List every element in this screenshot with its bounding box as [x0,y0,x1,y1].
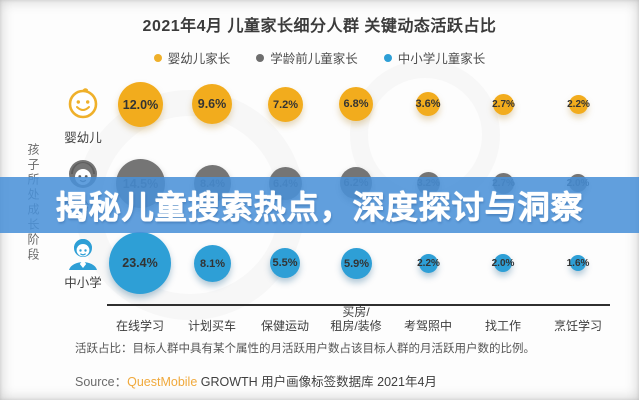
source-line: Source：QuestMobile GROWTH 用户画像标签数据库 2021… [75,371,437,390]
category-plan-buy-car: 计划买车 [187,318,236,333]
bubble-r0-c4: 3.6% [415,92,441,116]
overlay-banner-text: 揭秘儿童搜索热点，深度探讨与洞察 [55,189,584,225]
legend-item-student: 中小学儿童家长 [383,48,486,67]
bubble-r2-c2: 5.5% [270,248,300,278]
legend-dot-gray [256,53,265,62]
category-health-sports: 保健运动 [260,318,309,333]
legend-dot-blue [383,53,392,62]
row-label-student: 中小学 [64,276,102,290]
page-title: 2021年4月 儿童家长细分人群 关键动态活跃占比 [142,18,497,35]
footnote: 活跃占比：目标人群中具有某个属性的月活跃用户数占该目标人群的月活跃用户数的比例。 [75,343,535,355]
category-cooking: 烹饪学习 [553,318,602,333]
bubble-r2-c6: 1.6% [567,255,589,271]
bubble-r0-c2: 7.2% [268,87,303,122]
legend: 婴幼儿家长 学龄前儿童家长 中小学儿童家长 [0,48,639,67]
baby-icon [68,88,98,119]
category-online-learning: 在线学习 [115,318,164,333]
legend-item-infant: 婴幼儿家长 [153,48,231,67]
bubble-r0-c1: 9.6% [192,84,232,124]
student-icon [69,239,97,270]
bubble-r0-c5: 2.7% [492,94,515,115]
bubble-r0-c6: 2.2% [567,95,590,114]
category-housing: 买房/ 租房/装修 [330,305,382,333]
bubble-r0-c0: 12.0% [118,82,163,127]
bubble-r0-c3: 6.8% [339,87,373,121]
overlay-banner: 揭秘儿童搜索热点，深度探讨与洞察 [0,177,639,233]
category-axis-line [107,304,610,306]
legend-dot-yellow [153,53,162,62]
row-label-infant: 婴幼儿 [64,131,102,145]
bubble-r2-c1: 8.1% [194,245,231,282]
bubble-r2-c0: 23.4% [109,232,171,294]
source-rest: GROWTH 用户画像标签数据库 2021年4月 [197,375,437,389]
legend-item-preschool: 学龄前儿童家长 [256,48,358,67]
bubble-r2-c5: 2.0% [492,254,514,272]
source-prefix: Source： [75,375,128,389]
category-job-hunting: 找工作 [484,318,521,333]
source-brand: QuestMobile [127,375,198,389]
legend-label: 婴幼儿家长 [167,52,231,66]
category-driving-license: 考驾照中 [403,318,452,333]
legend-label: 中小学儿童家长 [397,52,486,66]
legend-label: 学龄前儿童家长 [270,52,358,66]
bubble-r2-c3: 5.9% [341,248,372,279]
bubble-r2-c4: 2.2% [417,254,440,273]
